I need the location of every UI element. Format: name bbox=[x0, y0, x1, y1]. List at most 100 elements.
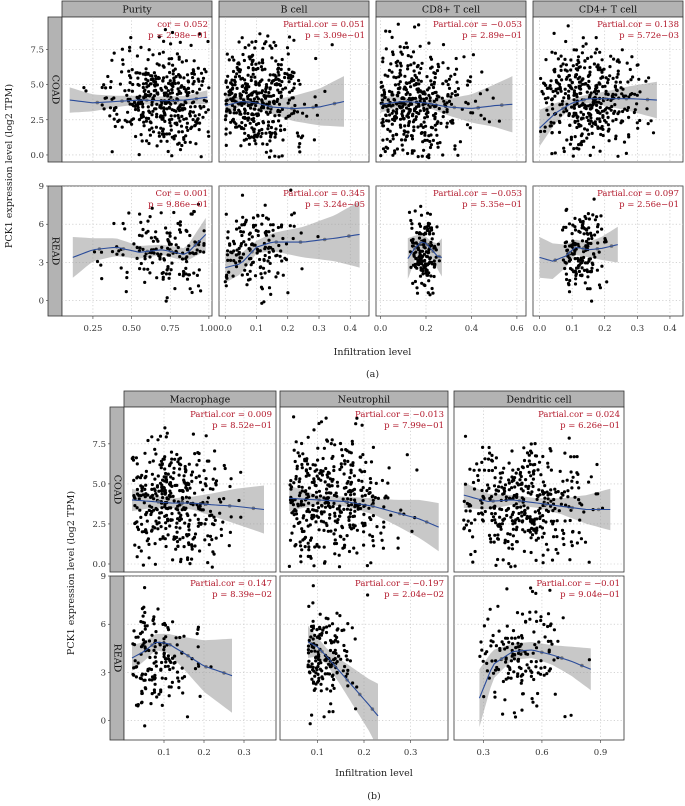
data-point bbox=[436, 141, 440, 145]
data-point bbox=[435, 97, 439, 101]
data-point bbox=[333, 443, 337, 447]
data-point bbox=[516, 516, 520, 521]
data-point bbox=[179, 560, 183, 564]
data-point bbox=[487, 445, 491, 450]
data-point bbox=[379, 531, 383, 535]
data-point bbox=[332, 493, 336, 497]
data-point bbox=[202, 67, 207, 71]
data-point bbox=[312, 477, 316, 481]
data-point bbox=[151, 53, 155, 57]
data-point bbox=[226, 236, 230, 240]
data-point bbox=[513, 653, 517, 657]
data-point bbox=[592, 62, 597, 66]
data-point bbox=[586, 237, 591, 241]
data-point bbox=[202, 229, 206, 233]
data-point bbox=[562, 110, 566, 114]
data-point bbox=[210, 522, 215, 526]
data-point bbox=[256, 112, 260, 116]
data-point bbox=[357, 478, 361, 482]
data-point bbox=[410, 137, 415, 141]
data-point bbox=[244, 218, 248, 222]
data-point bbox=[190, 290, 194, 295]
data-point bbox=[178, 119, 182, 123]
data-point bbox=[644, 79, 648, 83]
data-point bbox=[562, 96, 566, 100]
data-point bbox=[153, 107, 157, 111]
x-tick-label: 0.1 bbox=[250, 324, 264, 334]
data-point bbox=[150, 487, 154, 491]
data-point bbox=[595, 268, 600, 272]
data-point bbox=[152, 648, 156, 653]
data-point bbox=[447, 77, 451, 81]
data-point bbox=[333, 648, 337, 653]
data-point bbox=[517, 511, 521, 516]
data-point bbox=[522, 446, 526, 450]
data-point bbox=[557, 75, 561, 79]
data-point bbox=[417, 23, 421, 27]
data-point bbox=[252, 127, 256, 131]
x-tick-label: 0.4 bbox=[663, 324, 677, 334]
data-point bbox=[429, 133, 433, 137]
data-point bbox=[606, 123, 611, 127]
data-point bbox=[514, 528, 519, 532]
trend-line bbox=[225, 233, 360, 269]
data-point bbox=[346, 622, 350, 626]
data-point bbox=[318, 494, 323, 498]
data-point bbox=[326, 501, 331, 505]
data-point bbox=[396, 536, 400, 540]
data-point bbox=[422, 90, 426, 94]
data-point bbox=[307, 473, 311, 477]
data-point bbox=[214, 483, 218, 487]
data-point bbox=[580, 51, 585, 55]
data-point bbox=[125, 93, 129, 97]
data-point bbox=[528, 462, 533, 466]
data-point bbox=[250, 112, 254, 116]
data-point bbox=[295, 110, 300, 114]
data-point bbox=[573, 495, 577, 499]
data-point bbox=[553, 151, 557, 155]
data-point bbox=[239, 144, 243, 148]
data-point bbox=[341, 497, 345, 501]
data-point bbox=[177, 679, 181, 683]
data-point bbox=[515, 540, 519, 544]
data-point bbox=[219, 527, 223, 531]
data-point bbox=[406, 115, 411, 119]
data-point bbox=[583, 106, 587, 110]
data-point bbox=[171, 494, 175, 498]
data-point bbox=[279, 225, 283, 229]
data-point bbox=[274, 59, 278, 63]
data-point bbox=[268, 87, 272, 91]
data-point bbox=[152, 487, 156, 491]
data-point bbox=[253, 75, 257, 79]
column-strip-label: Purity bbox=[122, 5, 152, 16]
data-point bbox=[418, 257, 422, 262]
data-point bbox=[314, 495, 319, 499]
data-point bbox=[292, 524, 296, 528]
data-point bbox=[281, 236, 285, 241]
data-point bbox=[606, 115, 610, 119]
data-point bbox=[520, 634, 524, 638]
data-point bbox=[190, 470, 195, 474]
data-point bbox=[587, 257, 591, 261]
data-point bbox=[414, 75, 419, 80]
data-point bbox=[404, 135, 409, 139]
data-point bbox=[432, 99, 436, 103]
data-point bbox=[141, 485, 145, 489]
data-point bbox=[259, 285, 264, 289]
data-point bbox=[368, 516, 372, 520]
data-point bbox=[469, 521, 473, 525]
data-point bbox=[322, 446, 326, 450]
data-point bbox=[568, 123, 572, 127]
data-point bbox=[355, 685, 359, 689]
data-point bbox=[189, 105, 193, 109]
data-point bbox=[237, 246, 241, 250]
data-point bbox=[153, 639, 157, 643]
data-point bbox=[144, 529, 148, 533]
data-point bbox=[585, 128, 590, 132]
data-point bbox=[529, 669, 533, 673]
data-point bbox=[548, 588, 552, 592]
data-point bbox=[411, 120, 415, 124]
x-tick-label: 0.50 bbox=[122, 324, 141, 334]
data-point bbox=[567, 73, 572, 78]
data-point bbox=[525, 451, 530, 455]
